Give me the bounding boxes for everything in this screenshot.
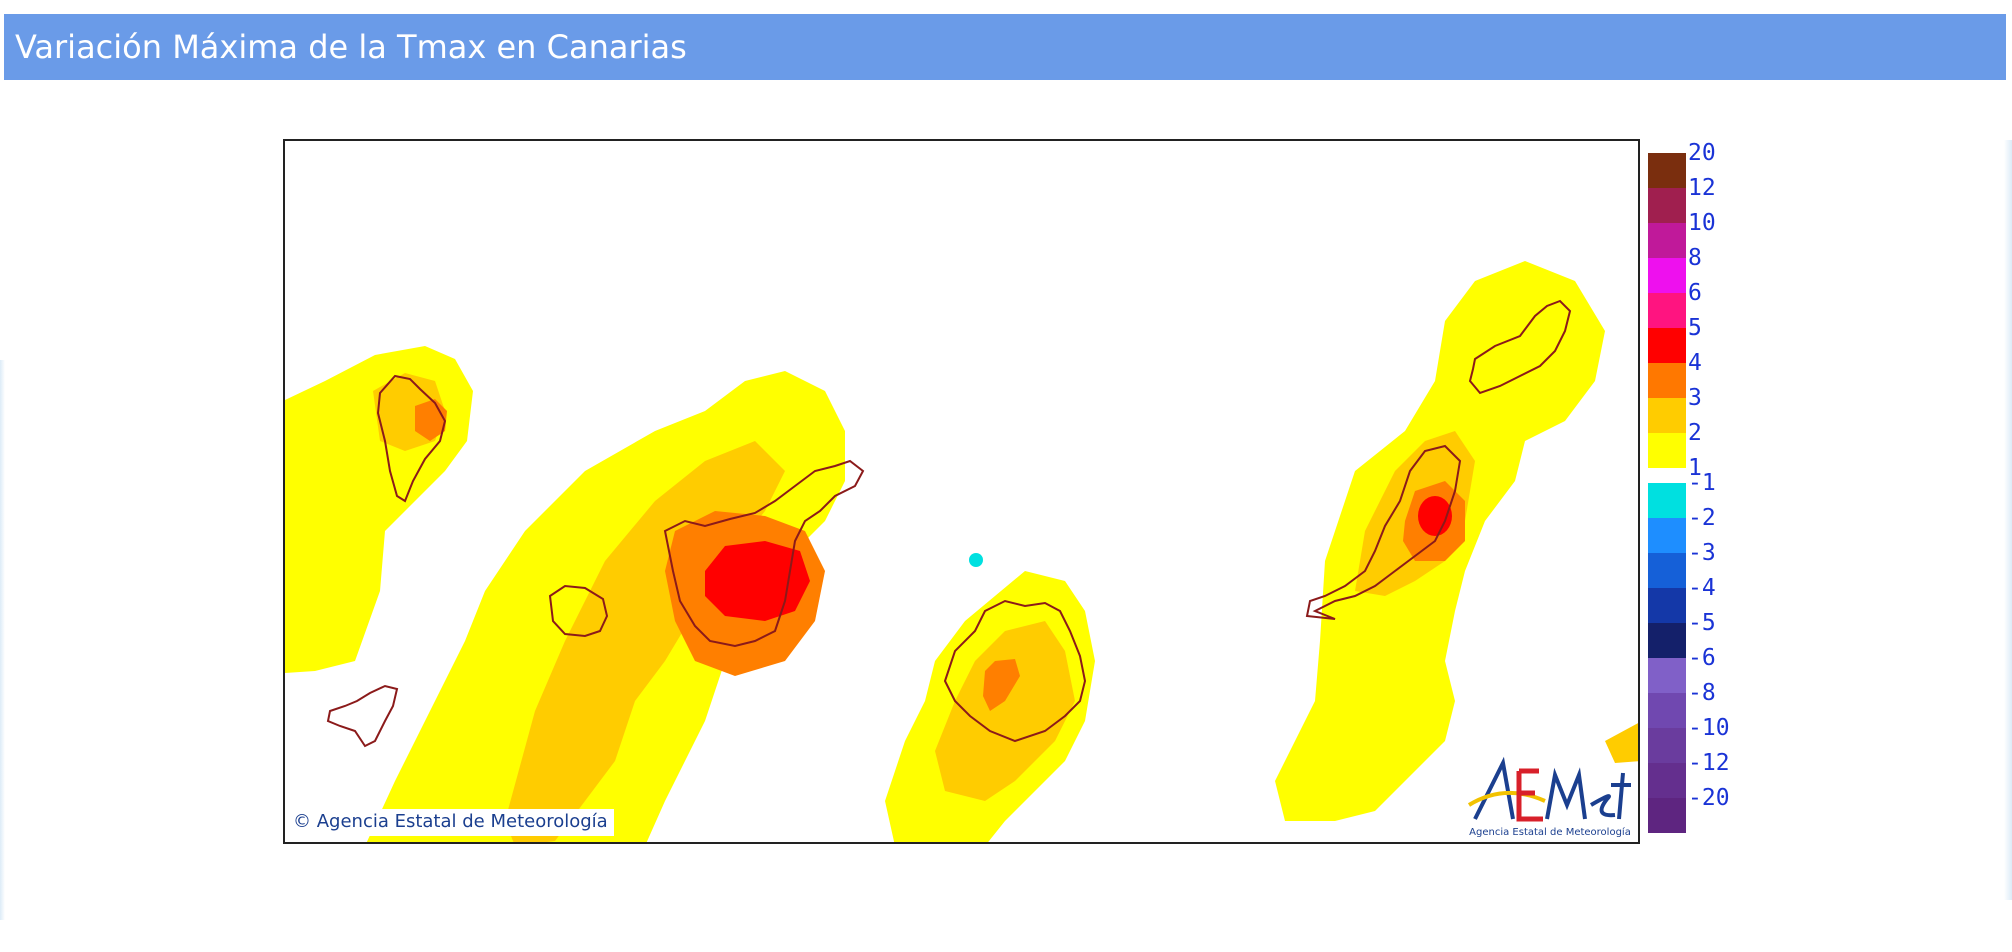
contour-gold-grancanaria — [935, 621, 1075, 801]
legend-label: 10 — [1688, 210, 1716, 236]
legend-swatch — [1648, 763, 1686, 798]
logo-subtitle: Agencia Estatal de Meteorología — [1469, 827, 1631, 838]
legend-label: -5 — [1688, 610, 1716, 636]
legend-swatch — [1648, 623, 1686, 658]
legend-label: -20 — [1688, 785, 1730, 811]
legend-label: -1 — [1688, 470, 1716, 496]
legend-swatch — [1648, 483, 1686, 518]
legend-swatch — [1648, 693, 1686, 728]
legend-swatch — [1648, 553, 1686, 588]
legend-label: -12 — [1688, 750, 1730, 776]
edge-decoration — [2004, 140, 2012, 900]
outline-lanzarote — [1468, 299, 1572, 395]
legend-label: -8 — [1688, 680, 1716, 706]
legend-label: 8 — [1688, 245, 1702, 271]
outline-el-hierro — [326, 684, 399, 748]
contour-orange-grancanaria — [983, 659, 1020, 711]
legend-swatch — [1648, 223, 1686, 258]
legend-label: 1 — [1688, 455, 1702, 481]
legend-label: 6 — [1688, 280, 1702, 306]
legend-label: -6 — [1688, 645, 1716, 671]
legend-swatch — [1648, 258, 1686, 293]
contour-red-tenerife — [705, 541, 810, 621]
edge-decoration-left — [0, 360, 5, 920]
contour-cyan-spot — [969, 553, 983, 567]
outline-fuerteventura — [1305, 444, 1462, 620]
legend-label: -3 — [1688, 540, 1716, 566]
island-outlines — [326, 299, 1572, 748]
legend-label: 3 — [1688, 385, 1702, 411]
legend-swatch — [1648, 728, 1686, 763]
legend-swatch — [1648, 363, 1686, 398]
legend-label: 2 — [1688, 420, 1702, 446]
legend-label: -2 — [1688, 505, 1716, 531]
legend-swatch — [1648, 293, 1686, 328]
legend-swatch — [1648, 153, 1686, 188]
outline-tenerife — [663, 459, 865, 648]
legend-swatch — [1648, 328, 1686, 363]
color-legend: 20 12 10 8 6 5 4 3 2 1 -1 -2 -3 -4 -5 -6 -8 -10 -12 -20 — [1648, 140, 1748, 833]
legend-swatch — [1648, 188, 1686, 223]
legend-label: 5 — [1688, 315, 1702, 341]
temperature-map: © Agencia Estatal de Meteorología Agenci… — [283, 139, 1640, 844]
contour-yellow-southeast — [1605, 723, 1638, 763]
legend-swatch — [1648, 798, 1686, 833]
legend-label: -10 — [1688, 715, 1730, 741]
legend-swatch — [1648, 518, 1686, 553]
aemet-logo: Agencia Estatal de Meteorología — [1465, 753, 1635, 842]
legend-swatch — [1648, 433, 1686, 468]
legend-label: 20 — [1688, 140, 1716, 166]
legend-label: -4 — [1688, 575, 1716, 601]
outline-gran-canaria — [943, 599, 1087, 743]
legend-swatch — [1648, 398, 1686, 433]
legend-swatch — [1648, 658, 1686, 693]
map-canvas — [285, 261, 1638, 842]
outline-la-gomera — [548, 584, 609, 638]
copyright-notice: © Agencia Estatal de Meteorología — [289, 809, 614, 836]
page-title: Variación Máxima de la Tmax en Canarias — [15, 28, 687, 66]
outline-la-palma — [376, 374, 447, 503]
legend-label: 4 — [1688, 350, 1702, 376]
legend-swatch — [1648, 588, 1686, 623]
legend-label: 12 — [1688, 175, 1716, 201]
header-bar: Variación Máxima de la Tmax en Canarias — [4, 14, 2006, 80]
